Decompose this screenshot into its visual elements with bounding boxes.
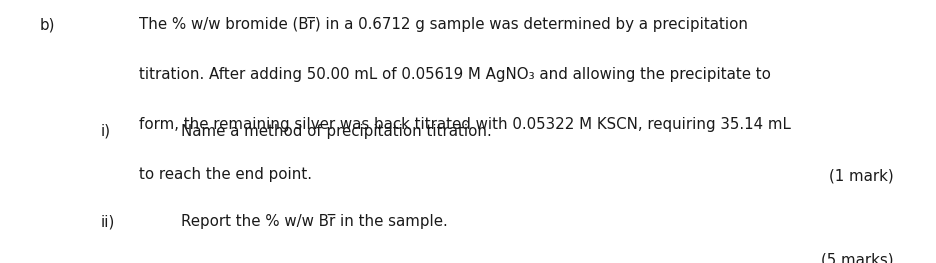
Text: form, the remaining silver was back titrated with 0.05322 M KSCN, requiring 35.1: form, the remaining silver was back titr… (139, 117, 790, 132)
Text: (5 marks): (5 marks) (821, 252, 894, 263)
Text: ii): ii) (100, 214, 114, 229)
Text: Report the % w/w Br̅ in the sample.: Report the % w/w Br̅ in the sample. (181, 214, 447, 229)
Text: Name a method of precipitation titration.: Name a method of precipitation titration… (181, 124, 491, 139)
Text: b): b) (39, 17, 55, 32)
Text: titration. After adding 50.00 mL of 0.05619 M AgNO₃ and allowing the precipitate: titration. After adding 50.00 mL of 0.05… (139, 67, 770, 82)
Text: The % w/w bromide (Br̅) in a 0.6712 g sample was determined by a precipitation: The % w/w bromide (Br̅) in a 0.6712 g sa… (139, 17, 748, 32)
Text: i): i) (100, 124, 110, 139)
Text: to reach the end point.: to reach the end point. (139, 167, 312, 182)
Text: (1 mark): (1 mark) (829, 168, 894, 183)
